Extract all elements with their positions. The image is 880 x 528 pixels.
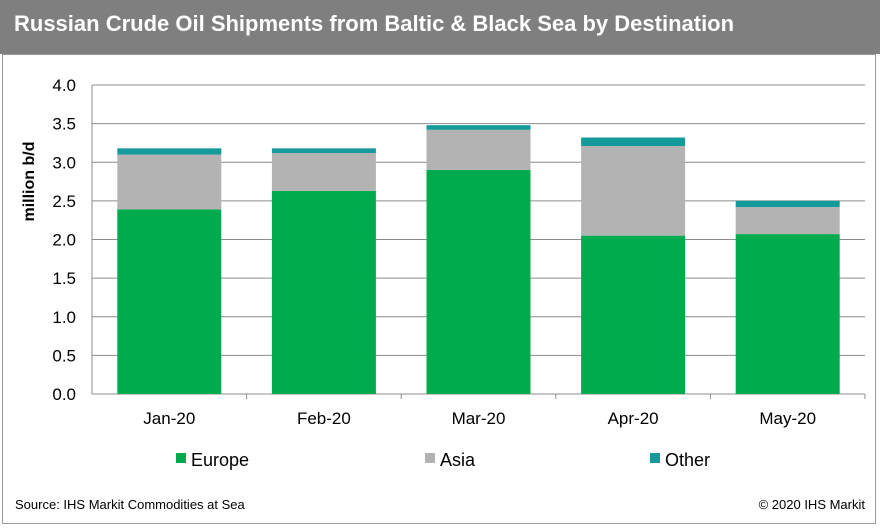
copyright-note: © 2020 IHS Markit bbox=[758, 497, 865, 512]
bar-europe bbox=[735, 234, 840, 394]
y-tick-label: 4.0 bbox=[52, 76, 76, 95]
y-tick-label: 3.0 bbox=[52, 153, 76, 172]
bar-asia bbox=[117, 154, 222, 210]
legend-label-other: Other bbox=[665, 450, 710, 470]
y-tick-label: 2.5 bbox=[52, 192, 76, 211]
y-tick-label: 1.5 bbox=[52, 269, 76, 288]
y-tick-label: 0.0 bbox=[52, 385, 76, 404]
bar-europe bbox=[426, 169, 531, 394]
y-tick-label: 1.0 bbox=[52, 308, 76, 327]
legend-swatch-other bbox=[650, 453, 660, 463]
legend-label-europe: Europe bbox=[191, 450, 249, 470]
source-note: Source: IHS Markit Commodities at Sea bbox=[15, 497, 245, 512]
bar-asia bbox=[735, 207, 840, 235]
y-axis-label: million b/d bbox=[21, 142, 38, 222]
bar-other bbox=[117, 148, 222, 155]
x-tick-label: Mar-20 bbox=[452, 409, 506, 428]
legend-swatch-europe bbox=[176, 453, 186, 463]
x-tick-label: Apr-20 bbox=[608, 409, 659, 428]
y-tick-label: 3.5 bbox=[52, 115, 76, 134]
bar-asia bbox=[581, 146, 686, 236]
bar-other bbox=[735, 200, 840, 208]
y-tick-label: 2.0 bbox=[52, 231, 76, 250]
y-tick-label: 0.5 bbox=[52, 346, 76, 365]
bar-asia bbox=[426, 129, 531, 170]
bar-other bbox=[426, 125, 531, 130]
bar-europe bbox=[581, 235, 686, 394]
chart-frame bbox=[2, 54, 876, 524]
title-bar: Russian Crude Oil Shipments from Baltic … bbox=[0, 0, 880, 54]
x-tick-label: May-20 bbox=[759, 409, 816, 428]
chart-title: Russian Crude Oil Shipments from Baltic … bbox=[14, 11, 735, 36]
bar-asia bbox=[271, 152, 376, 191]
bar-other bbox=[271, 148, 376, 153]
bar-europe bbox=[117, 209, 222, 394]
x-tick-label: Jan-20 bbox=[143, 409, 195, 428]
bar-other bbox=[581, 137, 686, 147]
legend-label-asia: Asia bbox=[440, 450, 476, 470]
legend-swatch-asia bbox=[425, 453, 435, 463]
x-tick-label: Feb-20 bbox=[297, 409, 351, 428]
bar-europe bbox=[271, 190, 376, 394]
